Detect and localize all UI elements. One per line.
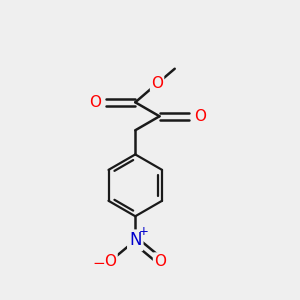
Text: +: +: [139, 225, 149, 238]
Text: O: O: [151, 76, 163, 91]
Text: O: O: [194, 109, 206, 124]
Text: O: O: [88, 95, 101, 110]
Text: O: O: [154, 254, 166, 268]
Text: −: −: [92, 256, 105, 272]
Text: N: N: [129, 231, 142, 249]
Text: O: O: [104, 254, 116, 268]
